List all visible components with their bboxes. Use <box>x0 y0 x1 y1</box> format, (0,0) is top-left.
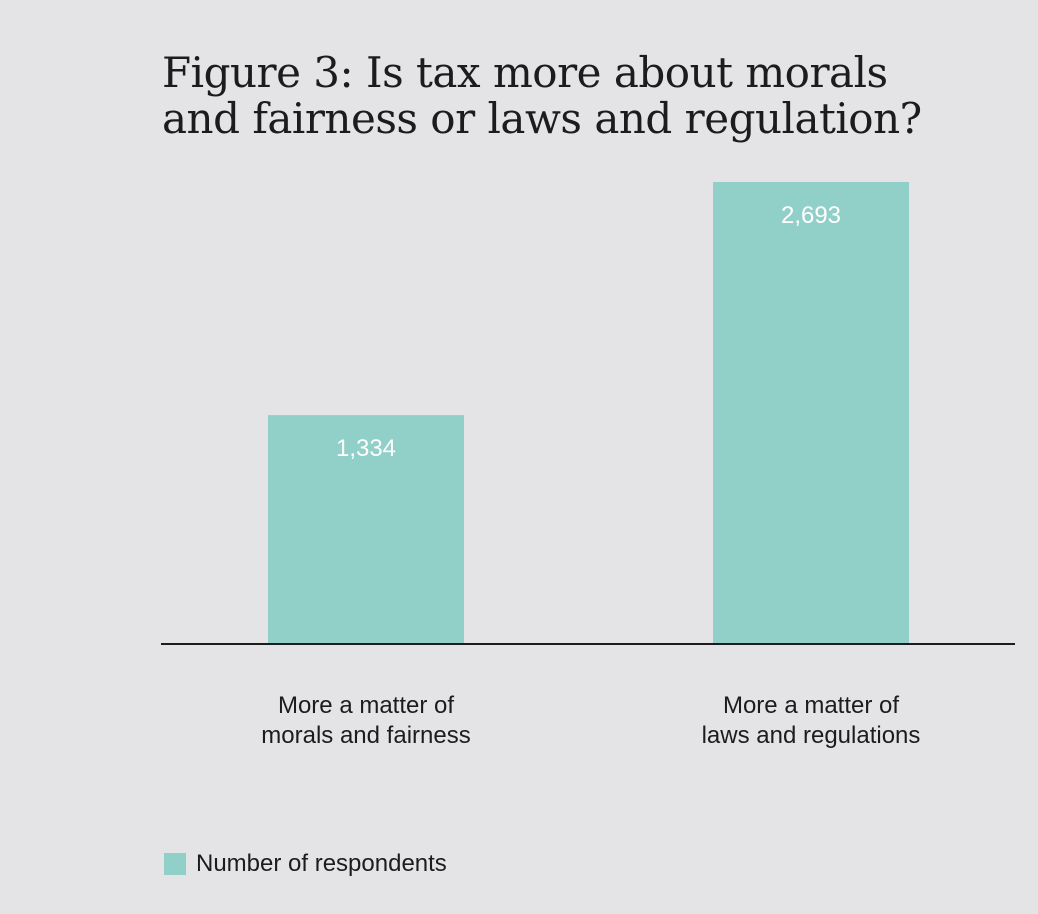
chart-title: Figure 3: Is tax more about morals and f… <box>162 50 1022 142</box>
chart-legend: Number of respondents <box>164 850 447 878</box>
category-label-2-line-2: laws and regulations <box>702 722 921 749</box>
category-label-2-line-1: More a matter of <box>723 692 899 719</box>
bar-value-label-1: 1,334 <box>336 435 396 462</box>
legend-label: Number of respondents <box>196 850 447 877</box>
chart-title-line-2: and fairness or laws and regulation? <box>162 94 922 143</box>
category-label-1-line-1: More a matter of <box>278 692 454 719</box>
category-label-1-line-2: morals and fairness <box>261 722 470 749</box>
bar-1 <box>268 415 464 644</box>
bar-value-label-2: 2,693 <box>781 202 841 229</box>
legend-swatch <box>164 853 186 875</box>
bar-2 <box>713 182 909 644</box>
chart-title-line-1: Figure 3: Is tax more about morals <box>162 48 888 97</box>
